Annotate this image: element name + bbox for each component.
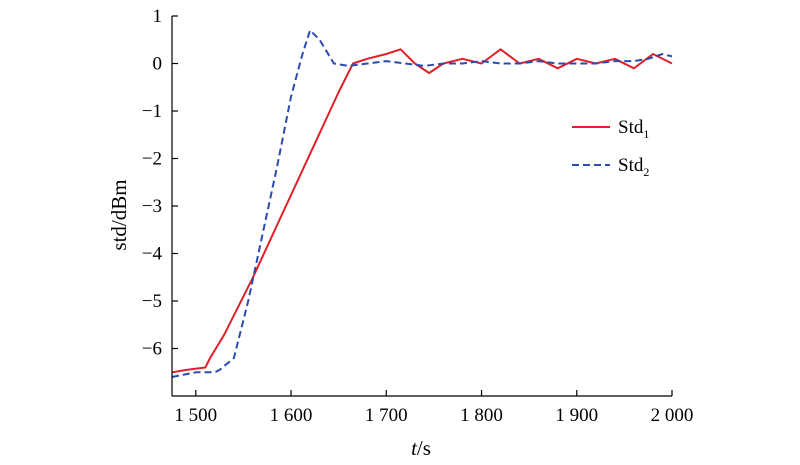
- y-tick-label: −3: [142, 196, 162, 217]
- series-layer: [171, 29, 673, 378]
- legend-label-text: Std: [618, 155, 644, 176]
- x-tick-label: 1 900: [555, 405, 598, 426]
- legend-label-subscript: 1: [643, 127, 649, 141]
- axes-layer: 1 0 −1 −2 −3 −4 −5 −6 1 500 1 600 1 700 1 800 1 900 2…: [142, 6, 694, 426]
- x-axis-label: t/s: [411, 436, 431, 460]
- x-tick-label: 1 800: [460, 405, 503, 426]
- x-tick-label: 1 700: [365, 405, 408, 426]
- x-tick-label: 2 000: [651, 405, 694, 426]
- y-tick-label: 1: [153, 6, 163, 27]
- legend-label-1: Std1: [618, 117, 649, 141]
- y-tick-label: −4: [142, 244, 163, 265]
- series-line-1: [171, 48, 673, 374]
- x-tick-label: 1 500: [174, 405, 217, 426]
- series-line-2: [171, 29, 673, 378]
- legend-label-2: Std2: [618, 155, 649, 179]
- x-axis-label-unit: /s: [417, 436, 431, 460]
- y-tick-label: −1: [142, 101, 162, 122]
- legend-label-subscript: 2: [643, 165, 649, 179]
- x-tick-label: 1 600: [270, 405, 313, 426]
- y-tick-label: −2: [142, 149, 162, 170]
- y-tick-label: −5: [142, 291, 162, 312]
- y-axis-label: std/dBm: [107, 179, 131, 250]
- y-tick-label: −6: [142, 339, 162, 360]
- y-tick-label: 0: [153, 54, 163, 75]
- legend-label-text: Std: [618, 117, 644, 138]
- x-axis-label-variable: t: [411, 436, 418, 460]
